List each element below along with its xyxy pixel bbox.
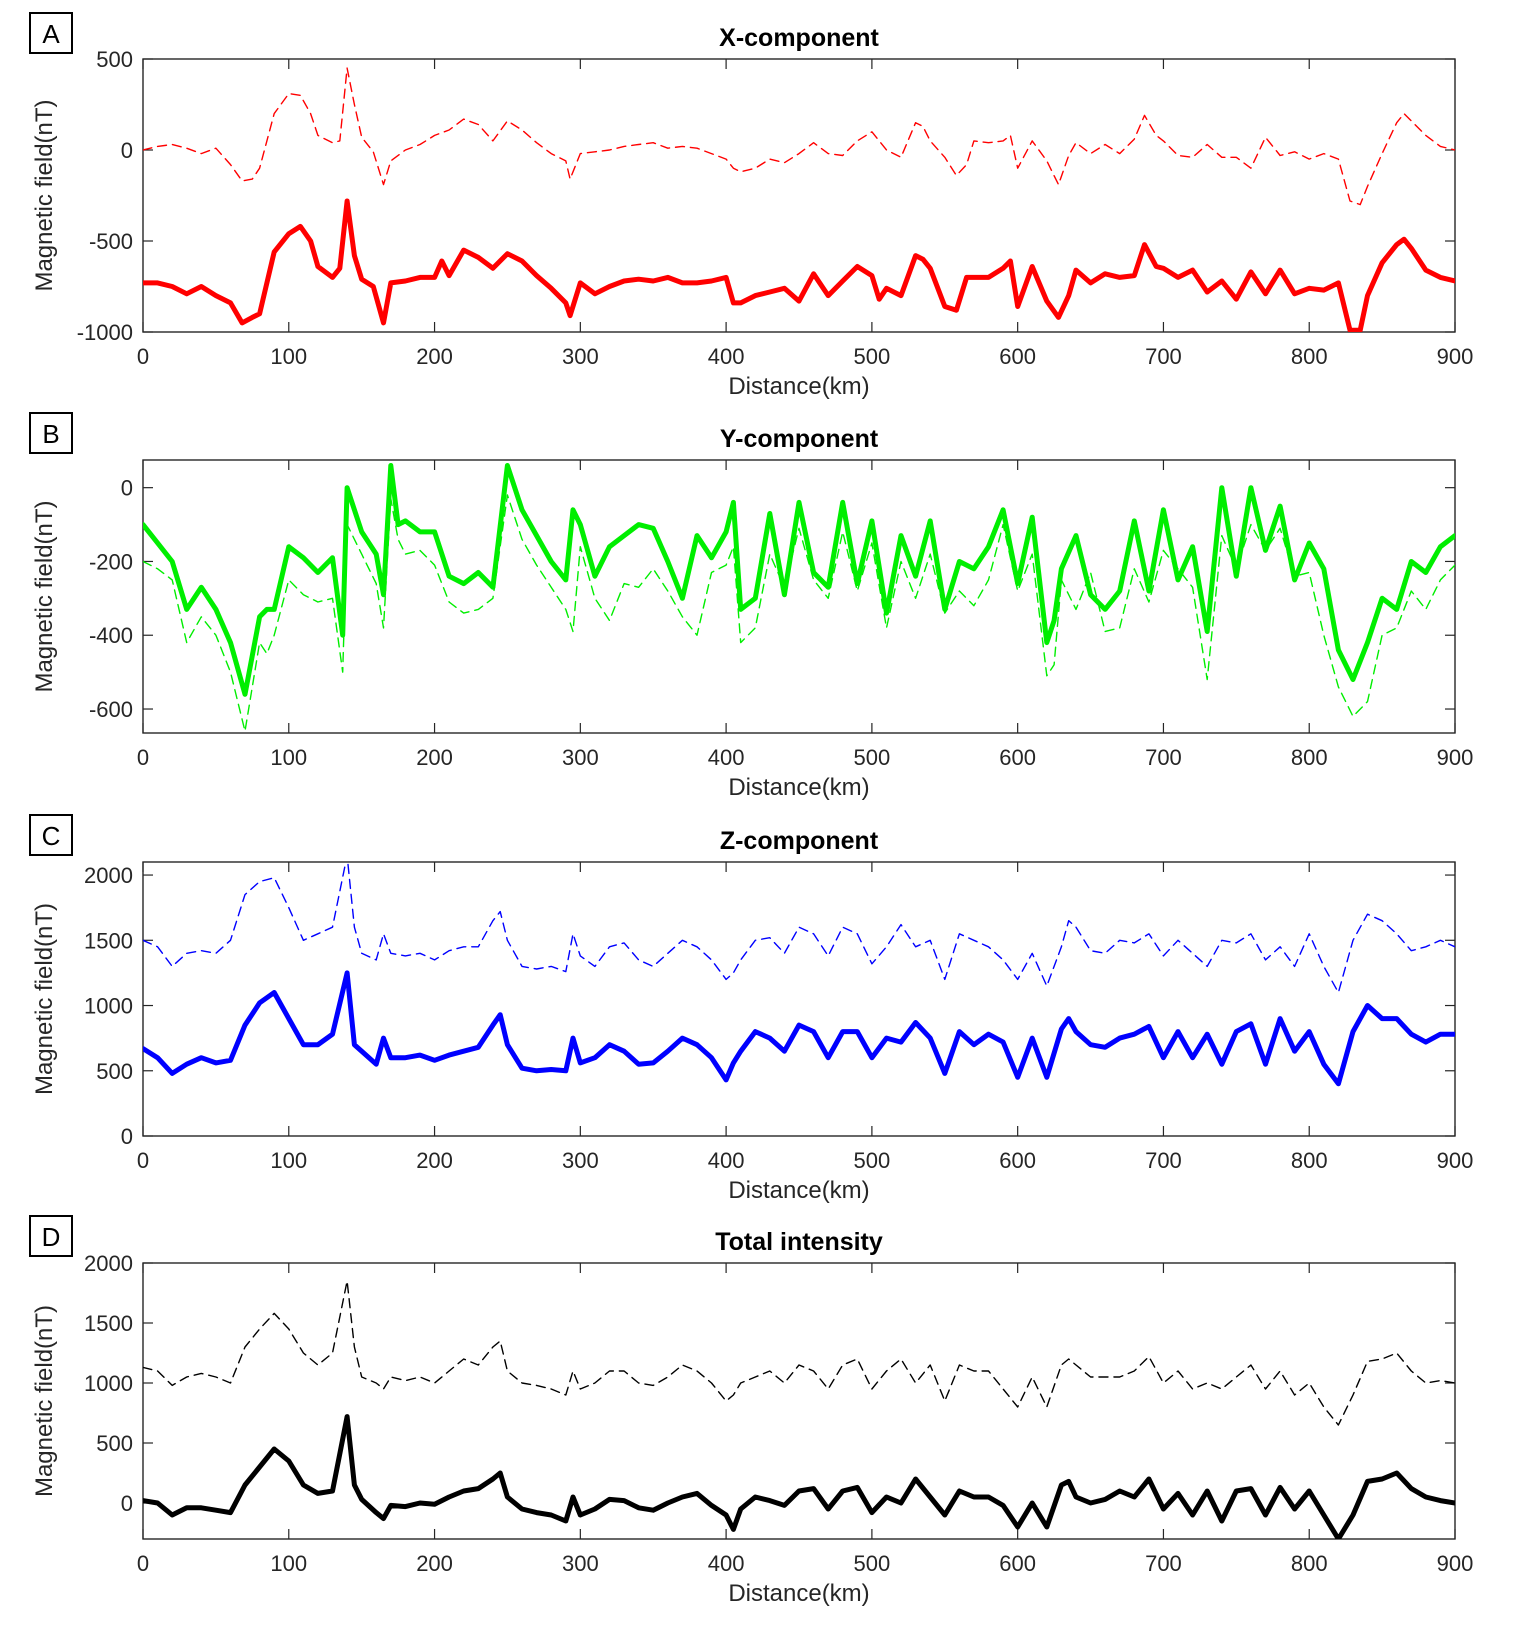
series-line-dashed-b	[143, 494, 1455, 732]
series-line-dashed-c	[143, 862, 1455, 994]
panel-label-b: B	[29, 412, 73, 454]
x-tick-label: 0	[137, 344, 149, 369]
x-tick-label: 0	[137, 1148, 149, 1173]
chart-title-b: Y-component	[720, 425, 879, 453]
x-tick-label: 100	[270, 745, 307, 770]
x-tick-label: 0	[137, 1551, 149, 1576]
x-tick-label: 600	[999, 1551, 1036, 1576]
x-tick-label: 500	[854, 344, 891, 369]
x-tick-label: 700	[1145, 745, 1182, 770]
x-tick-label: 800	[1291, 344, 1328, 369]
y-axis-label-b: Magnetic field(nT)	[31, 500, 58, 692]
panel-letter-a: A	[42, 19, 60, 49]
y-tick-label: -200	[89, 549, 133, 574]
series-line-dashed-a	[143, 67, 1455, 206]
y-axis-label-a: Magnetic field(nT)	[31, 99, 58, 291]
x-axis-label-c: Distance(km)	[728, 1177, 869, 1204]
x-tick-label: 700	[1145, 1148, 1182, 1173]
panel-label-c: C	[29, 814, 73, 856]
axes-box-a	[142, 58, 1456, 333]
y-tick-label: 500	[96, 1431, 133, 1456]
series-line-dashed-d	[143, 1280, 1455, 1426]
series-line-solid-c	[143, 970, 1455, 1087]
x-tick-label: 400	[708, 344, 745, 369]
panel-letter-b: B	[42, 419, 59, 449]
x-tick-label: 300	[562, 1551, 599, 1576]
x-tick-label: 200	[416, 745, 453, 770]
y-tick-label: -600	[89, 697, 133, 722]
x-tick-label: 100	[270, 1551, 307, 1576]
x-tick-label: 200	[416, 1551, 453, 1576]
x-tick-label: 800	[1291, 745, 1328, 770]
y-tick-label: 2000	[84, 863, 133, 888]
x-tick-label: 200	[416, 1148, 453, 1173]
panel-a: A X-component 0 100 200 300 400 500 600 700 800 900…	[29, 12, 1474, 400]
panel-letter-c: C	[42, 821, 61, 851]
panel-b: B Y-component 0 100 200 300 400 500 600 700 800 900…	[29, 412, 1474, 801]
panel-letter-d: D	[42, 1222, 61, 1252]
y-tick-label: 0	[121, 1491, 133, 1516]
x-tick-label: 400	[708, 1551, 745, 1576]
y-tick-label: -1000	[77, 320, 133, 345]
y-tick-label: 0	[121, 1124, 133, 1149]
chart-title-d: Total intensity	[715, 1228, 883, 1256]
y-axis-label-c: Magnetic field(nT)	[31, 903, 58, 1095]
x-tick-label: 600	[999, 745, 1036, 770]
x-tick-label: 100	[270, 344, 307, 369]
panel-label-d: D	[29, 1215, 73, 1257]
x-tick-label: 700	[1145, 1551, 1182, 1576]
x-tick-label: 400	[708, 1148, 745, 1173]
x-tick-label: 500	[854, 1148, 891, 1173]
x-tick-label: 400	[708, 745, 745, 770]
x-tick-label: 200	[416, 344, 453, 369]
series-line-solid-a	[143, 198, 1455, 332]
panel-d: D Total intensity 0 100 200 300 400 500 600 700 80…	[29, 1215, 1474, 1607]
y-tick-label: 1000	[84, 994, 133, 1019]
series-line-solid-b	[143, 463, 1455, 697]
y-tick-label: 1500	[84, 1311, 133, 1336]
x-tick-label: 0	[137, 745, 149, 770]
x-tick-label: 600	[999, 1148, 1036, 1173]
x-tick-label: 300	[562, 344, 599, 369]
series-line-solid-d	[143, 1414, 1455, 1539]
y-tick-label: 2000	[84, 1251, 133, 1276]
x-tick-label: 900	[1437, 344, 1474, 369]
x-tick-label: 800	[1291, 1551, 1328, 1576]
y-tick-label: -400	[89, 623, 133, 648]
y-tick-label: -500	[89, 229, 133, 254]
y-axis-label-d: Magnetic field(nT)	[31, 1305, 58, 1497]
y-tick-label: 0	[121, 138, 133, 163]
x-axis-label-d: Distance(km)	[728, 1580, 869, 1607]
x-tick-label: 500	[854, 745, 891, 770]
x-tick-label: 100	[270, 1148, 307, 1173]
y-tick-label: 1500	[84, 928, 133, 953]
chart-title-a: X-component	[719, 24, 879, 52]
x-tick-label: 300	[562, 745, 599, 770]
panel-c: C Z-component 0 100 200 300 400 500 600 700 800 900…	[29, 814, 1474, 1204]
y-tick-label: 0	[121, 476, 133, 501]
chart-title-c: Z-component	[720, 827, 879, 855]
x-tick-label: 800	[1291, 1148, 1328, 1173]
y-tick-label: 500	[96, 1059, 133, 1084]
x-tick-label: 900	[1437, 1551, 1474, 1576]
axes-box-c	[142, 861, 1456, 1137]
y-tick-label: 500	[96, 47, 133, 72]
x-axis-label-b: Distance(km)	[728, 774, 869, 801]
x-tick-label: 600	[999, 344, 1036, 369]
x-tick-label: 300	[562, 1148, 599, 1173]
panel-label-a: A	[29, 12, 73, 54]
x-tick-label: 500	[854, 1551, 891, 1576]
x-tick-label: 900	[1437, 1148, 1474, 1173]
y-tick-label: 1000	[84, 1371, 133, 1396]
x-axis-label-a: Distance(km)	[728, 373, 869, 400]
x-tick-label: 900	[1437, 745, 1474, 770]
x-tick-label: 700	[1145, 344, 1182, 369]
